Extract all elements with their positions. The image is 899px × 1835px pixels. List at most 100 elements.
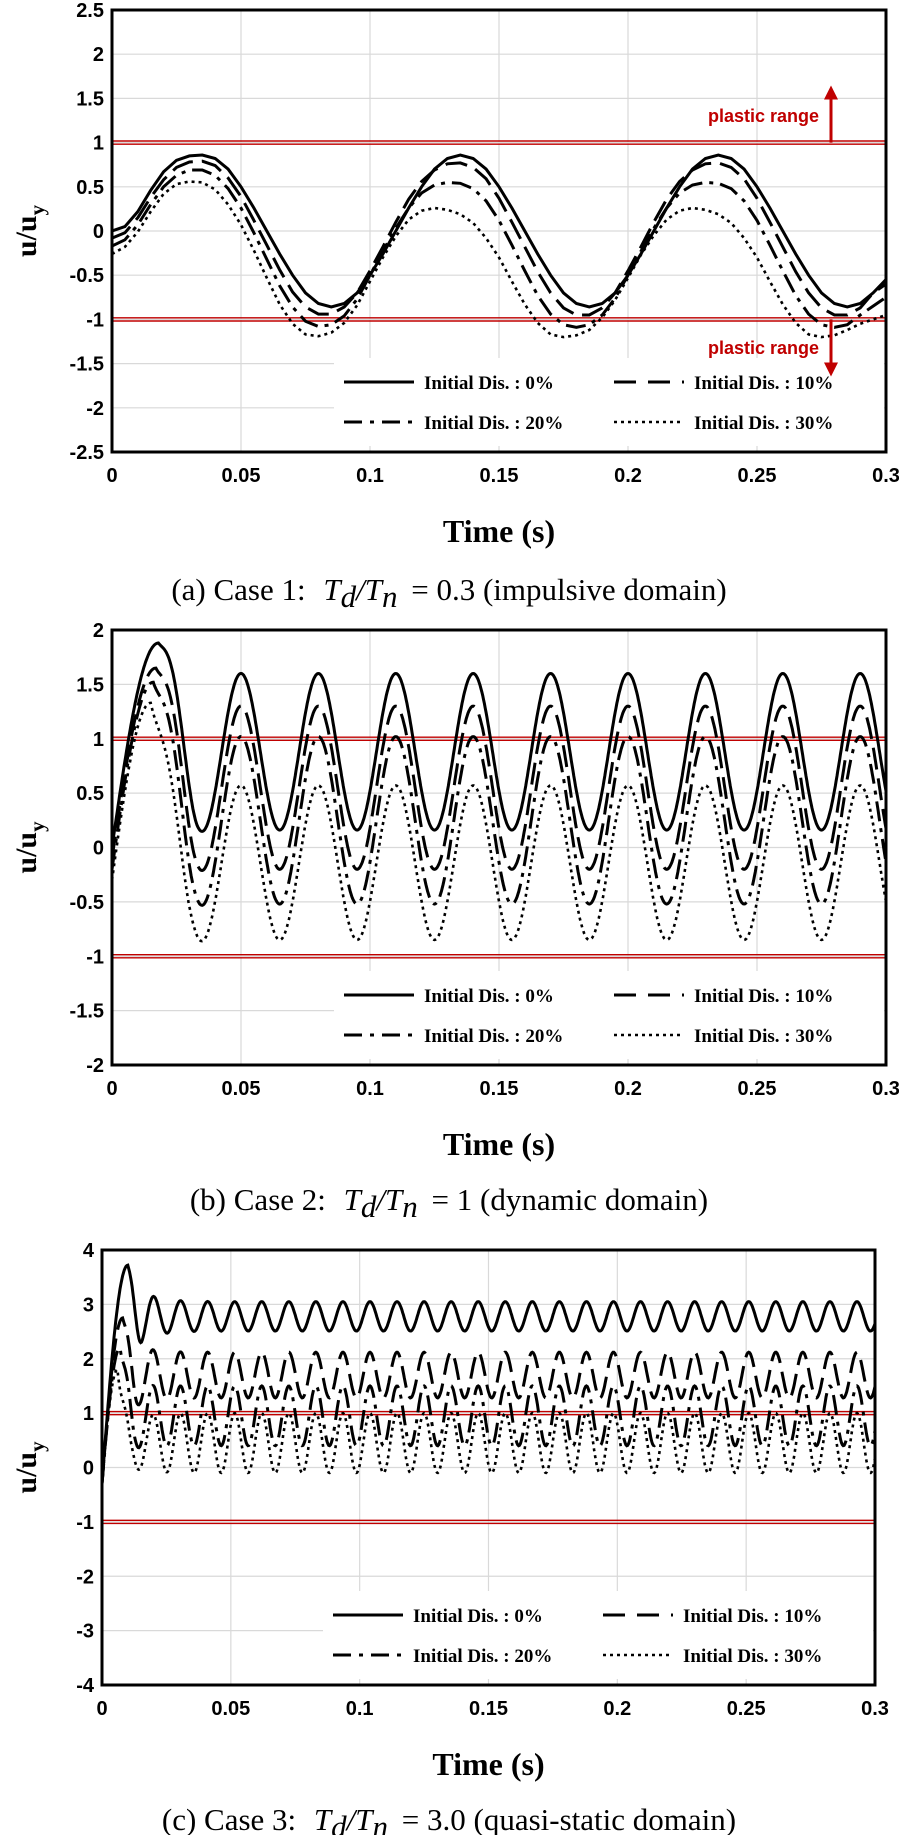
chart-c-x-tick-label-2: 0.1: [346, 1698, 374, 1720]
chart-b-series-line-3: [112, 701, 886, 943]
chart-b-legend-label-1: Initial Dis. : 10%: [694, 986, 833, 1007]
chart-panel-a: 2.5 2 1.5 1 0.5 0 -0.5 -1 -1.5 -2 -2.5 0 0.05 0.1 0.1…: [10, 0, 899, 614]
chart-a-y-tick-label-8: -1.5: [70, 354, 104, 376]
chart-b-y-tick-label-1: 1.5: [76, 674, 104, 696]
chart-c-legend-label-1: Initial Dis. : 10%: [683, 1606, 822, 1627]
chart-b-legend: Initial Dis. : 0% Initial Dis. : 10% Initi…: [334, 971, 884, 1059]
chart-a-x-tick-label-5: 0.25: [738, 465, 777, 487]
chart-a-caption-suffix: (impulsive domain): [483, 572, 727, 607]
chart-c-yield-line-lower: [102, 1519, 875, 1525]
chart-c-caption-math-slash: /: [345, 1802, 358, 1835]
chart-a-y-axis-label: u/uy: [10, 204, 49, 257]
chart-a-yield-lines: [112, 140, 886, 322]
chart-a-plastic-range-label-0: plastic range: [708, 106, 819, 126]
chart-b-caption-prefix: (b) Case 2:: [190, 1182, 326, 1217]
chart-a-legend-label-1: Initial Dis. : 10%: [694, 373, 833, 394]
chart-b-y-tick-label-6: -1: [86, 946, 104, 968]
chart-b-x-tick-label-0: 0: [106, 1078, 117, 1100]
chart-a-y-axis-label-sub: y: [25, 204, 49, 215]
chart-c-x-tick-label-3: 0.15: [469, 1698, 508, 1720]
chart-c-x-tick-label-1: 0.05: [211, 1698, 250, 1720]
chart-c-y-tick-label-8: -4: [76, 1675, 95, 1697]
chart-c-series-line-3: [102, 1367, 875, 1484]
chart-a-plastic-range-arrow-up: [824, 85, 838, 143]
chart-a-y-tick-label-5: 0: [93, 221, 104, 243]
chart-b-y-axis-label: u/uy: [10, 821, 49, 874]
chart-b-legend-label-0: Initial Dis. : 0%: [424, 986, 554, 1007]
chart-c-caption-math-d: d: [331, 1809, 347, 1835]
chart-a-caption-prefix: (a) Case 1:: [171, 572, 305, 607]
chart-c-x-tick-label-5: 0.25: [727, 1698, 766, 1720]
chart-a-series-line-3: [112, 180, 886, 339]
chart-a-x-tick-label-6: 0.3: [872, 465, 899, 487]
chart-a-caption-math-d: d: [341, 579, 357, 614]
chart-b-x-tick-label-2: 0.1: [356, 1078, 384, 1100]
chart-b-series-line-1: [112, 666, 886, 873]
chart-b-y-axis-label-main: u/u: [10, 832, 43, 874]
chart-b-x-ticks: 0 0.05 0.1 0.15 0.2 0.25 0.3: [106, 1078, 899, 1100]
chart-b-y-axis-label-sub: y: [25, 821, 49, 832]
chart-b-plot-frame: [110, 628, 888, 1067]
chart-a-series: [112, 153, 886, 339]
chart-c-legend-label-0: Initial Dis. : 0%: [413, 1606, 543, 1627]
chart-b-y-tick-label-7: -1.5: [70, 1001, 104, 1023]
chart-c-y-tick-label-3: 1: [83, 1403, 94, 1425]
chart-c-yield-line-upper: [102, 1410, 875, 1416]
chart-a-plot-frame: [110, 8, 888, 454]
chart-b-x-tick-label-1: 0.05: [222, 1078, 261, 1100]
chart-c-caption: (c) Case 3: Td/Tn = 3.0 (quasi-static do…: [162, 1802, 736, 1835]
chart-b-caption-math-n: n: [402, 1189, 418, 1224]
chart-a-yield-line-upper: [112, 140, 886, 145]
chart-c-x-tick-label-6: 0.3: [861, 1698, 889, 1720]
chart-c-series: [102, 1263, 875, 1484]
chart-c-yield-lines: [102, 1410, 875, 1525]
chart-c-y-axis-label: u/uy: [10, 1441, 49, 1494]
chart-a-legend-label-0: Initial Dis. : 0%: [424, 373, 554, 394]
chart-a-yield-line-lower: [112, 317, 886, 322]
chart-c-series-line-2: [102, 1345, 875, 1484]
chart-c-series-line-0: [102, 1263, 875, 1484]
chart-c-plot-frame: [100, 1248, 877, 1687]
chart-c-y-tick-label-0: 4: [83, 1240, 95, 1262]
chart-b-caption-math-t2: T: [385, 1182, 405, 1217]
chart-b-caption-math-t1: T: [344, 1182, 364, 1217]
chart-c-y-tick-label-1: 3: [83, 1294, 94, 1316]
chart-c-y-axis-label-main: u/u: [10, 1452, 43, 1494]
chart-a-plastic-range-label-1: plastic range: [708, 338, 819, 358]
chart-b-legend-label-3: Initial Dis. : 30%: [694, 1026, 833, 1047]
chart-b-y-tick-label-5: -0.5: [70, 892, 104, 914]
chart-a-y-tick-label-3: 1: [93, 133, 104, 155]
chart-b-y-tick-label-8: -2: [86, 1055, 104, 1077]
chart-c-caption-suffix: (quasi-static domain): [474, 1802, 737, 1835]
chart-b-x-tick-label-4: 0.2: [614, 1078, 642, 1100]
chart-c-y-tick-label-2: 2: [83, 1349, 94, 1371]
chart-b-caption-math-d: d: [361, 1189, 377, 1224]
chart-a-y-axis-label-main: u/u: [10, 215, 43, 257]
chart-a-caption-math-n: n: [382, 579, 398, 614]
chart-c-legend-label-3: Initial Dis. : 30%: [683, 1646, 822, 1667]
chart-a-x-ticks: 0 0.05 0.1 0.15 0.2 0.25 0.3: [106, 465, 899, 487]
chart-b-y-tick-label-2: 1: [93, 729, 104, 751]
chart-a-x-tick-label-4: 0.2: [614, 465, 642, 487]
chart-a-legend-label-2: Initial Dis. : 20%: [424, 413, 563, 434]
chart-a-x-tick-label-3: 0.15: [480, 465, 519, 487]
chart-a-y-ticks: 2.5 2 1.5 1 0.5 0 -0.5 -1 -1.5 -2 -2.5: [70, 0, 104, 464]
chart-panel-c: 4 3 2 1 0 -1 -2 -3 -4 0 0.05 0.1 0.15 0.2 0.25 0.3 Ini…: [10, 1240, 889, 1835]
chart-a-x-axis-label: Time (s): [443, 513, 555, 549]
chart-a-annotations: plastic range plastic range: [708, 85, 838, 377]
chart-a-caption-math-t2: T: [365, 572, 385, 607]
chart-b-caption-math-slash: /: [374, 1182, 387, 1217]
chart-c-y-axis-label-sub: y: [25, 1441, 49, 1452]
chart-a-y-tick-label-1: 2: [93, 44, 104, 66]
chart-a-caption-math-slash: /: [354, 572, 367, 607]
chart-a-y-tick-label-10: -2.5: [70, 442, 104, 464]
chart-b-y-ticks: 2 1.5 1 0.5 0 -0.5 -1 -1.5 -2: [70, 620, 104, 1077]
chart-b-caption: (b) Case 2: Td/Tn = 1 (dynamic domain): [190, 1182, 708, 1224]
chart-a-y-tick-label-4: 0.5: [76, 177, 104, 199]
chart-b-x-tick-label-6: 0.3: [872, 1078, 899, 1100]
chart-a-legend: Initial Dis. : 0% Initial Dis. : 10% Initi…: [334, 358, 884, 446]
chart-a-caption: (a) Case 1: Td/Tn = 0.3 (impulsive domai…: [171, 572, 726, 614]
chart-c-legend-label-2: Initial Dis. : 20%: [413, 1646, 552, 1667]
chart-c-caption-value: = 3.0: [402, 1802, 466, 1835]
